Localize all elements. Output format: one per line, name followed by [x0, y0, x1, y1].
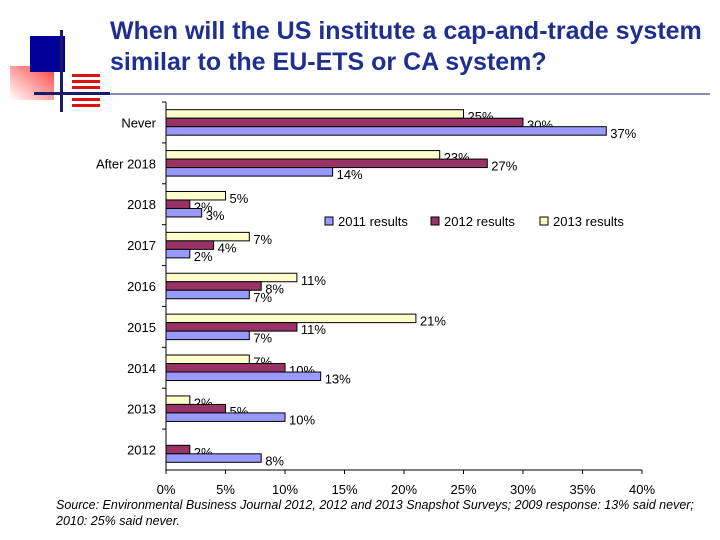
bar-2011-results [165, 453, 262, 463]
category-label: Never [121, 115, 156, 130]
data-label: 4% [218, 240, 237, 255]
bar-2012-results [165, 281, 262, 291]
bar-2012-results [165, 117, 524, 128]
bar-2012-results [165, 199, 191, 209]
category-label: 2016 [127, 279, 156, 294]
bar-2013-results [165, 190, 226, 201]
source-note: Source: Environmental Business Journal 2… [56, 498, 694, 528]
x-tick-label: 35% [569, 482, 595, 497]
data-label: 27% [491, 159, 517, 174]
bar-2011-results [165, 289, 250, 300]
x-tick-label: 0% [157, 482, 176, 497]
bar-2012-results [165, 444, 191, 455]
legend-swatch [324, 216, 334, 226]
category-label: 2013 [127, 402, 156, 417]
data-label: 7% [253, 331, 272, 346]
data-label: 10% [289, 412, 315, 427]
bar-2013-results [165, 354, 250, 365]
bar-2013-results [165, 313, 417, 324]
legend-label: 2013 results [553, 214, 624, 229]
data-label: 7% [253, 232, 272, 247]
bar-2012-results [165, 322, 298, 332]
data-label: 21% [420, 314, 446, 329]
bar-2011-results [165, 167, 334, 177]
bar-2013-results [165, 150, 441, 160]
bar-2011-results [165, 207, 203, 218]
x-tick-label: 15% [331, 482, 357, 497]
legend-swatch [430, 216, 440, 226]
slide-title: When will the US institute a cap-and-tra… [110, 17, 702, 76]
category-label: 2017 [127, 238, 156, 253]
x-tick-label: 10% [272, 482, 298, 497]
x-tick-label: 20% [391, 482, 417, 497]
bar-2013-results [165, 109, 464, 119]
data-label: 3% [206, 208, 225, 223]
bar-2013-results [165, 395, 191, 405]
x-tick-label: 5% [216, 482, 235, 497]
legend-label: 2011 results [338, 214, 408, 229]
category-label: After 2018 [96, 156, 156, 171]
data-label: 5% [230, 191, 249, 206]
category-label: 2014 [127, 361, 156, 376]
flag-logo [10, 30, 110, 112]
bar-2011-results [165, 371, 322, 382]
legend-swatch [539, 216, 549, 226]
legend-label: 2012 results [444, 214, 515, 229]
bar-2012-results [165, 158, 488, 169]
bar-2012-results [165, 403, 226, 414]
bar-2011-results [165, 248, 191, 259]
category-label: 2018 [127, 197, 156, 212]
data-label: 11% [301, 322, 326, 337]
data-label: 8% [265, 453, 284, 468]
bar-2013-results [165, 231, 250, 242]
data-label: 11% [301, 273, 326, 288]
bar-2012-results [165, 363, 286, 373]
x-tick-label: 30% [510, 482, 536, 497]
data-label: 37% [610, 126, 636, 141]
category-label: 2015 [127, 320, 156, 335]
x-tick-label: 40% [629, 482, 655, 497]
category-label: 2012 [127, 443, 156, 458]
data-label: 8% [265, 281, 284, 296]
data-label: 2% [194, 249, 213, 264]
bar-2011-results [165, 126, 607, 136]
data-label: 7% [253, 290, 272, 305]
bar-2011-results [165, 412, 286, 422]
x-tick-label: 25% [450, 482, 476, 497]
bar-2011-results [165, 330, 250, 341]
data-label: 13% [325, 372, 351, 387]
data-label: 14% [337, 167, 363, 182]
